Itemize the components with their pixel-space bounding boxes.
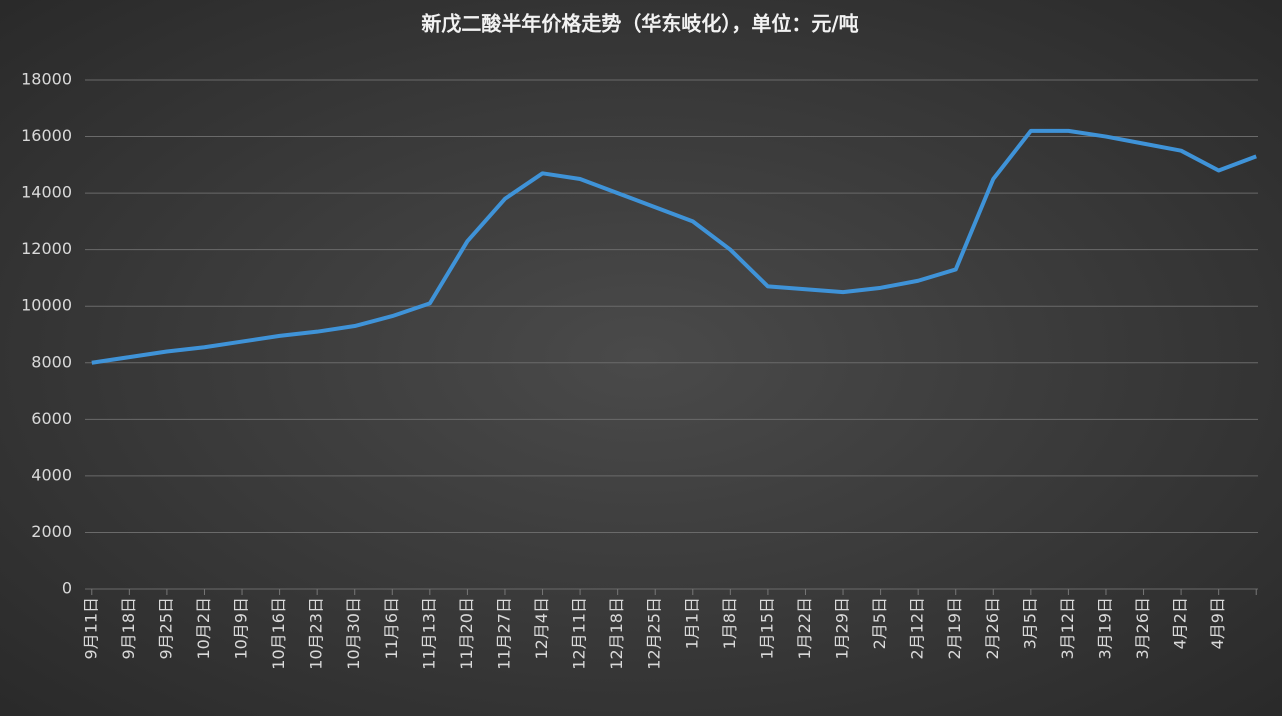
x-tick-label: 2月26日 [983, 597, 1002, 660]
x-tick-label: 3月26日 [1133, 597, 1152, 660]
x-tick-label: 11月20日 [457, 597, 476, 670]
y-tick-label: 18000 [21, 70, 72, 89]
y-tick-label: 0 [62, 579, 72, 598]
x-tick-label: 9月11日 [81, 597, 100, 660]
x-tick-label: 1月15日 [757, 597, 776, 660]
x-tick-label: 11月27日 [494, 597, 513, 670]
y-tick-label: 6000 [31, 409, 72, 428]
x-tick-label: 1月1日 [682, 597, 701, 649]
x-tick-label: 9月18日 [119, 597, 138, 660]
x-tick-label: 10月2日 [194, 597, 213, 660]
x-tick-label: 2月5日 [870, 597, 889, 649]
y-tick-label: 10000 [21, 296, 72, 315]
x-tick-label: 9月25日 [156, 597, 175, 660]
x-tick-label: 12月18日 [607, 597, 626, 670]
x-tick-label: 3月19日 [1095, 597, 1114, 660]
y-tick-label: 4000 [31, 465, 72, 484]
y-tick-label: 16000 [21, 126, 72, 145]
x-tick-label: 10月23日 [307, 597, 326, 670]
x-tick-label: 12月4日 [532, 597, 551, 660]
x-tick-label: 3月5日 [1020, 597, 1039, 649]
y-tick-label: 14000 [21, 183, 72, 202]
line [91, 128, 1257, 365]
x-tick-label: 2月19日 [945, 597, 964, 660]
x-tick-label: 2月12日 [908, 597, 927, 660]
x-tick-label: 4月9日 [1208, 597, 1227, 649]
x-tick-label: 12月11日 [570, 597, 589, 670]
x-tick-label: 11月13日 [419, 597, 438, 670]
y-tick-label: 8000 [31, 352, 72, 371]
x-tick-label: 4月2日 [1171, 597, 1190, 649]
x-tick-label: 12月25日 [645, 597, 664, 670]
y-tick-label: 12000 [21, 239, 72, 258]
chart-title: 新戊二酸半年价格走势（华东岐化），单位：元/吨 [421, 12, 858, 36]
x-tick-label: 1月8日 [720, 597, 739, 649]
y-tick-label: 2000 [31, 522, 72, 541]
x-tick-label: 1月22日 [795, 597, 814, 660]
x-tick-label: 10月9日 [232, 597, 251, 660]
x-tick-label: 3月12日 [1058, 597, 1077, 660]
x-tick-label: 10月30日 [344, 597, 363, 670]
x-tick-label: 1月29日 [833, 597, 852, 660]
x-tick-label: 10月16日 [269, 597, 288, 670]
x-tick-label: 11月6日 [382, 597, 401, 660]
